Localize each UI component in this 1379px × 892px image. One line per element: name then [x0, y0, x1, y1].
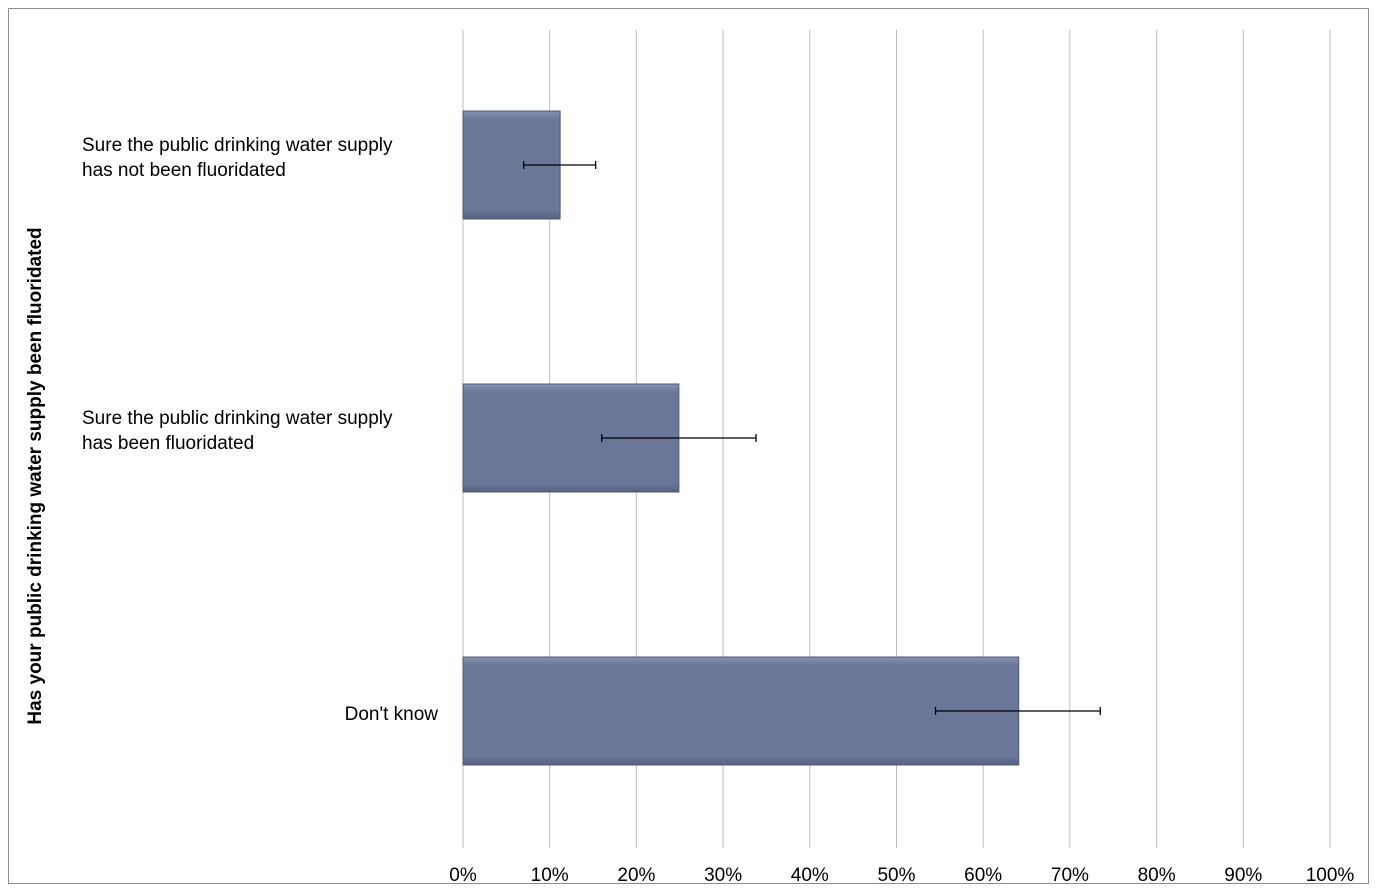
category-label-1-line-0: Sure the public drinking water supply	[82, 408, 393, 429]
bar-2	[462, 656, 1020, 766]
category-label-1-line-1: has been fluoridated	[82, 433, 254, 454]
bar-1	[462, 383, 680, 493]
category-label-1: Sure the public drinking water supply has…	[82, 408, 393, 454]
x-tick-label-7: 70%	[1051, 865, 1089, 886]
x-tick-label-5: 50%	[877, 865, 915, 886]
error-bars	[523, 161, 1101, 715]
y-axis-title: Has your public drinking water supply be…	[25, 227, 46, 724]
x-tick-label-1: 10%	[531, 865, 569, 886]
x-tick-label-9: 90%	[1224, 865, 1262, 886]
x-tick-labels: 0% 10% 20% 30% 40% 50% 60% 70% 80% 90% 100%	[449, 865, 1354, 886]
category-labels: Sure the public drinking water supply has…	[82, 135, 438, 725]
bars	[462, 110, 1020, 766]
category-label-0: Sure the public drinking water supply has…	[82, 135, 393, 181]
x-tick-label-6: 60%	[964, 865, 1002, 886]
x-tick-label-8: 80%	[1138, 865, 1176, 886]
x-tick-label-4: 40%	[791, 865, 829, 886]
x-tick-label-10: 100%	[1306, 865, 1355, 886]
x-tick-label-3: 30%	[704, 865, 742, 886]
category-label-0-line-0: Sure the public drinking water supply	[82, 135, 393, 156]
category-label-0-line-1: has not been fluoridated	[82, 160, 286, 181]
category-label-2-line-0: Don't know	[345, 704, 439, 725]
x-tick-label-2: 20%	[617, 865, 655, 886]
category-label-2: Don't know	[345, 704, 439, 725]
x-tick-label-0: 0%	[449, 865, 477, 886]
